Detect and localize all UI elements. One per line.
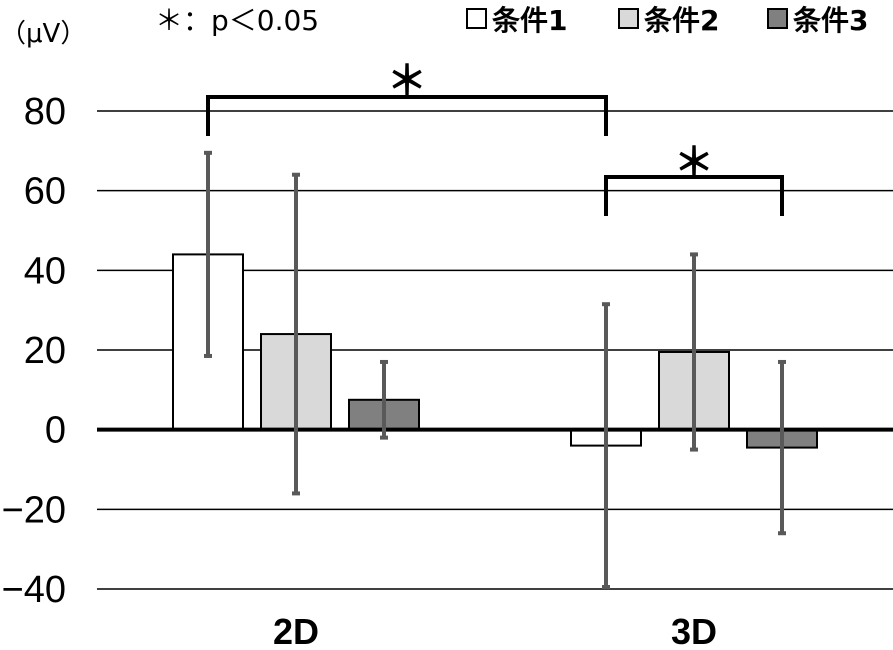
legend-swatch	[618, 8, 639, 29]
x-axis-categories: 2D 3D	[273, 611, 717, 650]
x-category-label: 3D	[671, 611, 717, 650]
significance-bracket	[206, 95, 608, 136]
significance-star: ＊	[674, 140, 714, 186]
error-bars	[204, 150, 786, 590]
y-tick-label: 0	[45, 410, 66, 452]
legend-label: 条件3	[793, 4, 868, 37]
y-tick-label: −20	[2, 489, 66, 531]
legend: 条件1 条件2 条件3	[466, 4, 868, 37]
legend-swatch	[466, 8, 487, 29]
y-axis-ticks: 80 60 40 20 0 −20 −40	[2, 91, 66, 611]
y-tick-label: −40	[2, 569, 66, 611]
y-tick-label: 20	[24, 330, 66, 372]
bars	[172, 253, 818, 449]
significance-note: ＊：p＜0.05	[155, 4, 319, 37]
y-axis-unit-label: （μV）	[0, 19, 86, 49]
legend-swatch	[767, 8, 788, 29]
y-tick-label: 60	[24, 171, 66, 213]
legend-label: 条件2	[644, 4, 719, 37]
significance-brackets: ＊＊	[206, 58, 784, 216]
y-tick-label: 80	[24, 91, 66, 133]
x-category-label: 2D	[273, 611, 319, 650]
significance-star: ＊	[387, 58, 427, 104]
y-tick-label: 40	[24, 250, 66, 292]
legend-label: 条件1	[492, 4, 567, 37]
significance-bracket	[604, 175, 784, 216]
